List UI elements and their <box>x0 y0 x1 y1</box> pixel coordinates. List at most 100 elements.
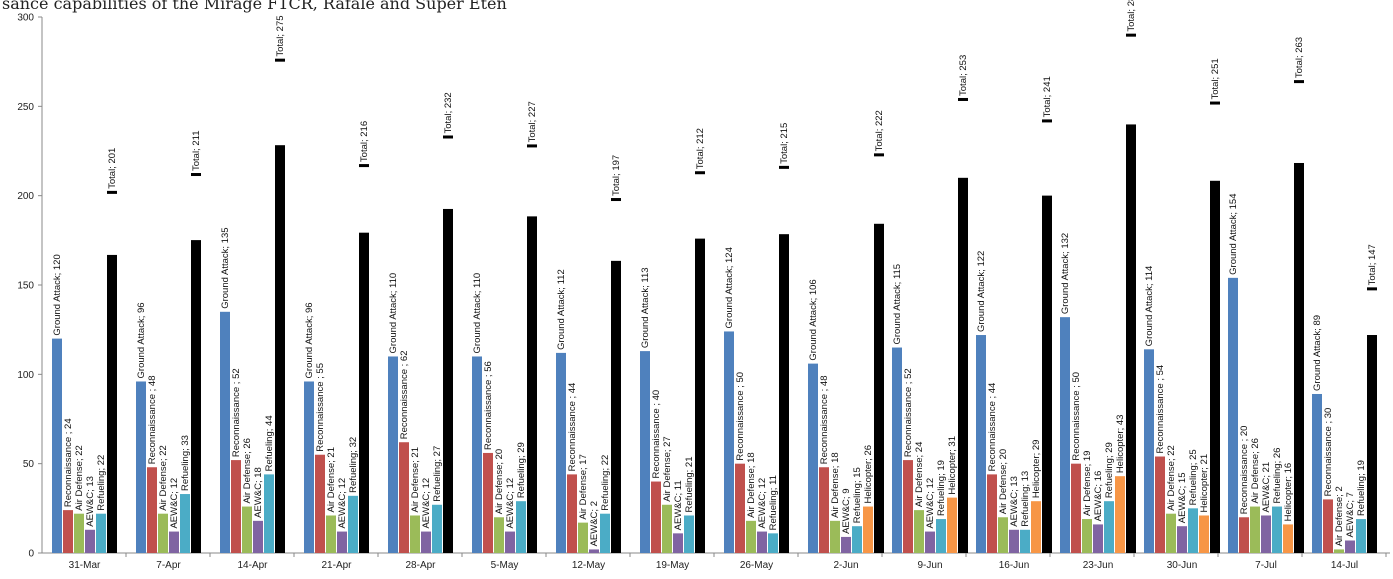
data-label: Reconnaissance ; 24 <box>63 418 74 507</box>
data-label: Total; 216 <box>359 121 370 162</box>
bar <box>925 531 935 553</box>
bar <box>1334 549 1344 553</box>
data-label: AEW&C; 12 <box>337 478 348 529</box>
bar <box>1071 463 1081 553</box>
data-label: AEW&C; 13 <box>1009 476 1020 527</box>
bar <box>757 531 767 553</box>
bar <box>220 311 230 553</box>
data-label: Air Defense; 22 <box>1166 445 1177 510</box>
bar <box>1228 277 1238 553</box>
bar <box>768 533 778 553</box>
bar <box>74 513 84 553</box>
bar <box>1144 349 1154 553</box>
bar <box>147 467 157 553</box>
data-label: Total; 215 <box>779 123 790 164</box>
bar <box>494 517 504 553</box>
bar <box>483 452 493 553</box>
data-label: Reconnaissance ; 30 <box>1323 408 1334 497</box>
data-label: AEW&C; 12 <box>757 478 768 529</box>
total-marker <box>359 164 369 168</box>
bar <box>304 381 314 553</box>
total-marker <box>779 165 789 169</box>
bar <box>578 522 588 553</box>
data-label: Reconnaissance ; 52 <box>231 368 242 457</box>
bar <box>947 497 957 553</box>
bar-total <box>1126 124 1136 554</box>
bar <box>1239 517 1249 553</box>
data-label: Refueling; 33 <box>180 435 191 491</box>
data-label: Air Defense; 26 <box>242 438 253 503</box>
bar <box>673 533 683 553</box>
data-label: Helicopter; 43 <box>1115 415 1126 474</box>
bar <box>1115 476 1125 553</box>
data-label: Total; 275 <box>275 15 286 56</box>
bar <box>1323 499 1333 553</box>
data-label: Air Defense; 24 <box>914 442 925 507</box>
data-label: Ground Attack; 120 <box>52 254 63 335</box>
bar <box>516 501 526 553</box>
data-label: AEW&C; 12 <box>169 478 180 529</box>
x-tick-label: 21-Apr <box>321 560 352 571</box>
data-label: Total; 251 <box>1210 58 1221 99</box>
data-label: AEW&C; 18 <box>253 467 264 518</box>
x-tick-label: 7-Jul <box>1255 560 1277 571</box>
bar-total <box>1210 180 1220 553</box>
data-label: Ground Attack; 106 <box>808 279 819 360</box>
bar <box>662 504 672 553</box>
data-label: Reconnaissance ; 62 <box>399 350 410 439</box>
data-label: Ground Attack; 113 <box>640 267 651 348</box>
data-label: Helicopter; 29 <box>1031 440 1042 499</box>
total-marker <box>695 171 705 175</box>
data-label: Total; 211 <box>191 131 202 172</box>
bar <box>96 513 106 553</box>
bar <box>1272 506 1282 553</box>
x-tick-label: 31-Mar <box>69 560 101 571</box>
bar-total <box>1367 335 1377 553</box>
axes: 0 50 100 150 200 250 300 31-Mar 7-Apr 14-Apr 21-Ap… <box>17 13 1390 571</box>
data-label: Total; 222 <box>874 110 885 151</box>
data-label: Air Defense; 18 <box>746 452 757 517</box>
bar <box>337 531 347 553</box>
data-label: Air Defense; 21 <box>326 447 337 512</box>
data-label: Helicopter; 31 <box>947 436 958 495</box>
x-tick-label: 5-May <box>491 560 519 571</box>
data-label: Air Defense; 22 <box>74 445 85 510</box>
data-label: AEW&C; 9 <box>841 489 852 534</box>
bar <box>1009 529 1019 553</box>
data-label: Total; 227 <box>527 101 538 142</box>
bar <box>830 520 840 553</box>
data-label: Reconnaissance ; 40 <box>651 390 662 479</box>
bar <box>903 460 913 553</box>
data-label: Total; 263 <box>1294 37 1305 78</box>
data-label: Refueling; 11 <box>768 475 779 530</box>
bar-total <box>527 216 537 553</box>
data-label: Air Defense; 19 <box>1082 451 1093 516</box>
x-tick-label: 7-Apr <box>156 560 181 571</box>
data-label: Air Defense; 2 <box>1334 486 1345 546</box>
y-tick-label: 100 <box>17 370 34 381</box>
bar-total <box>443 208 453 553</box>
bar <box>976 335 986 553</box>
y-tick-label: 50 <box>23 459 35 470</box>
bar <box>819 467 829 553</box>
bar <box>1082 519 1092 553</box>
bar <box>231 460 241 553</box>
y-tick-label: 250 <box>17 102 34 113</box>
bar <box>63 510 73 553</box>
data-label: Total; 201 <box>107 148 118 189</box>
data-label: Ground Attack; 124 <box>724 247 735 328</box>
bar-total <box>695 238 705 553</box>
bar <box>640 351 650 553</box>
bar-total <box>779 234 789 554</box>
data-label: Refueling; 22 <box>96 455 107 511</box>
bar <box>1031 501 1041 553</box>
data-label: Refueling; 32 <box>348 437 359 493</box>
x-tick-label: 19-May <box>656 560 689 571</box>
bar-total <box>107 254 117 553</box>
data-label: Ground Attack; 110 <box>388 273 399 354</box>
bar-total <box>359 232 369 553</box>
data-label: Ground Attack; 122 <box>976 251 987 332</box>
data-label: Refueling; 15 <box>852 467 863 523</box>
bar <box>388 356 398 553</box>
